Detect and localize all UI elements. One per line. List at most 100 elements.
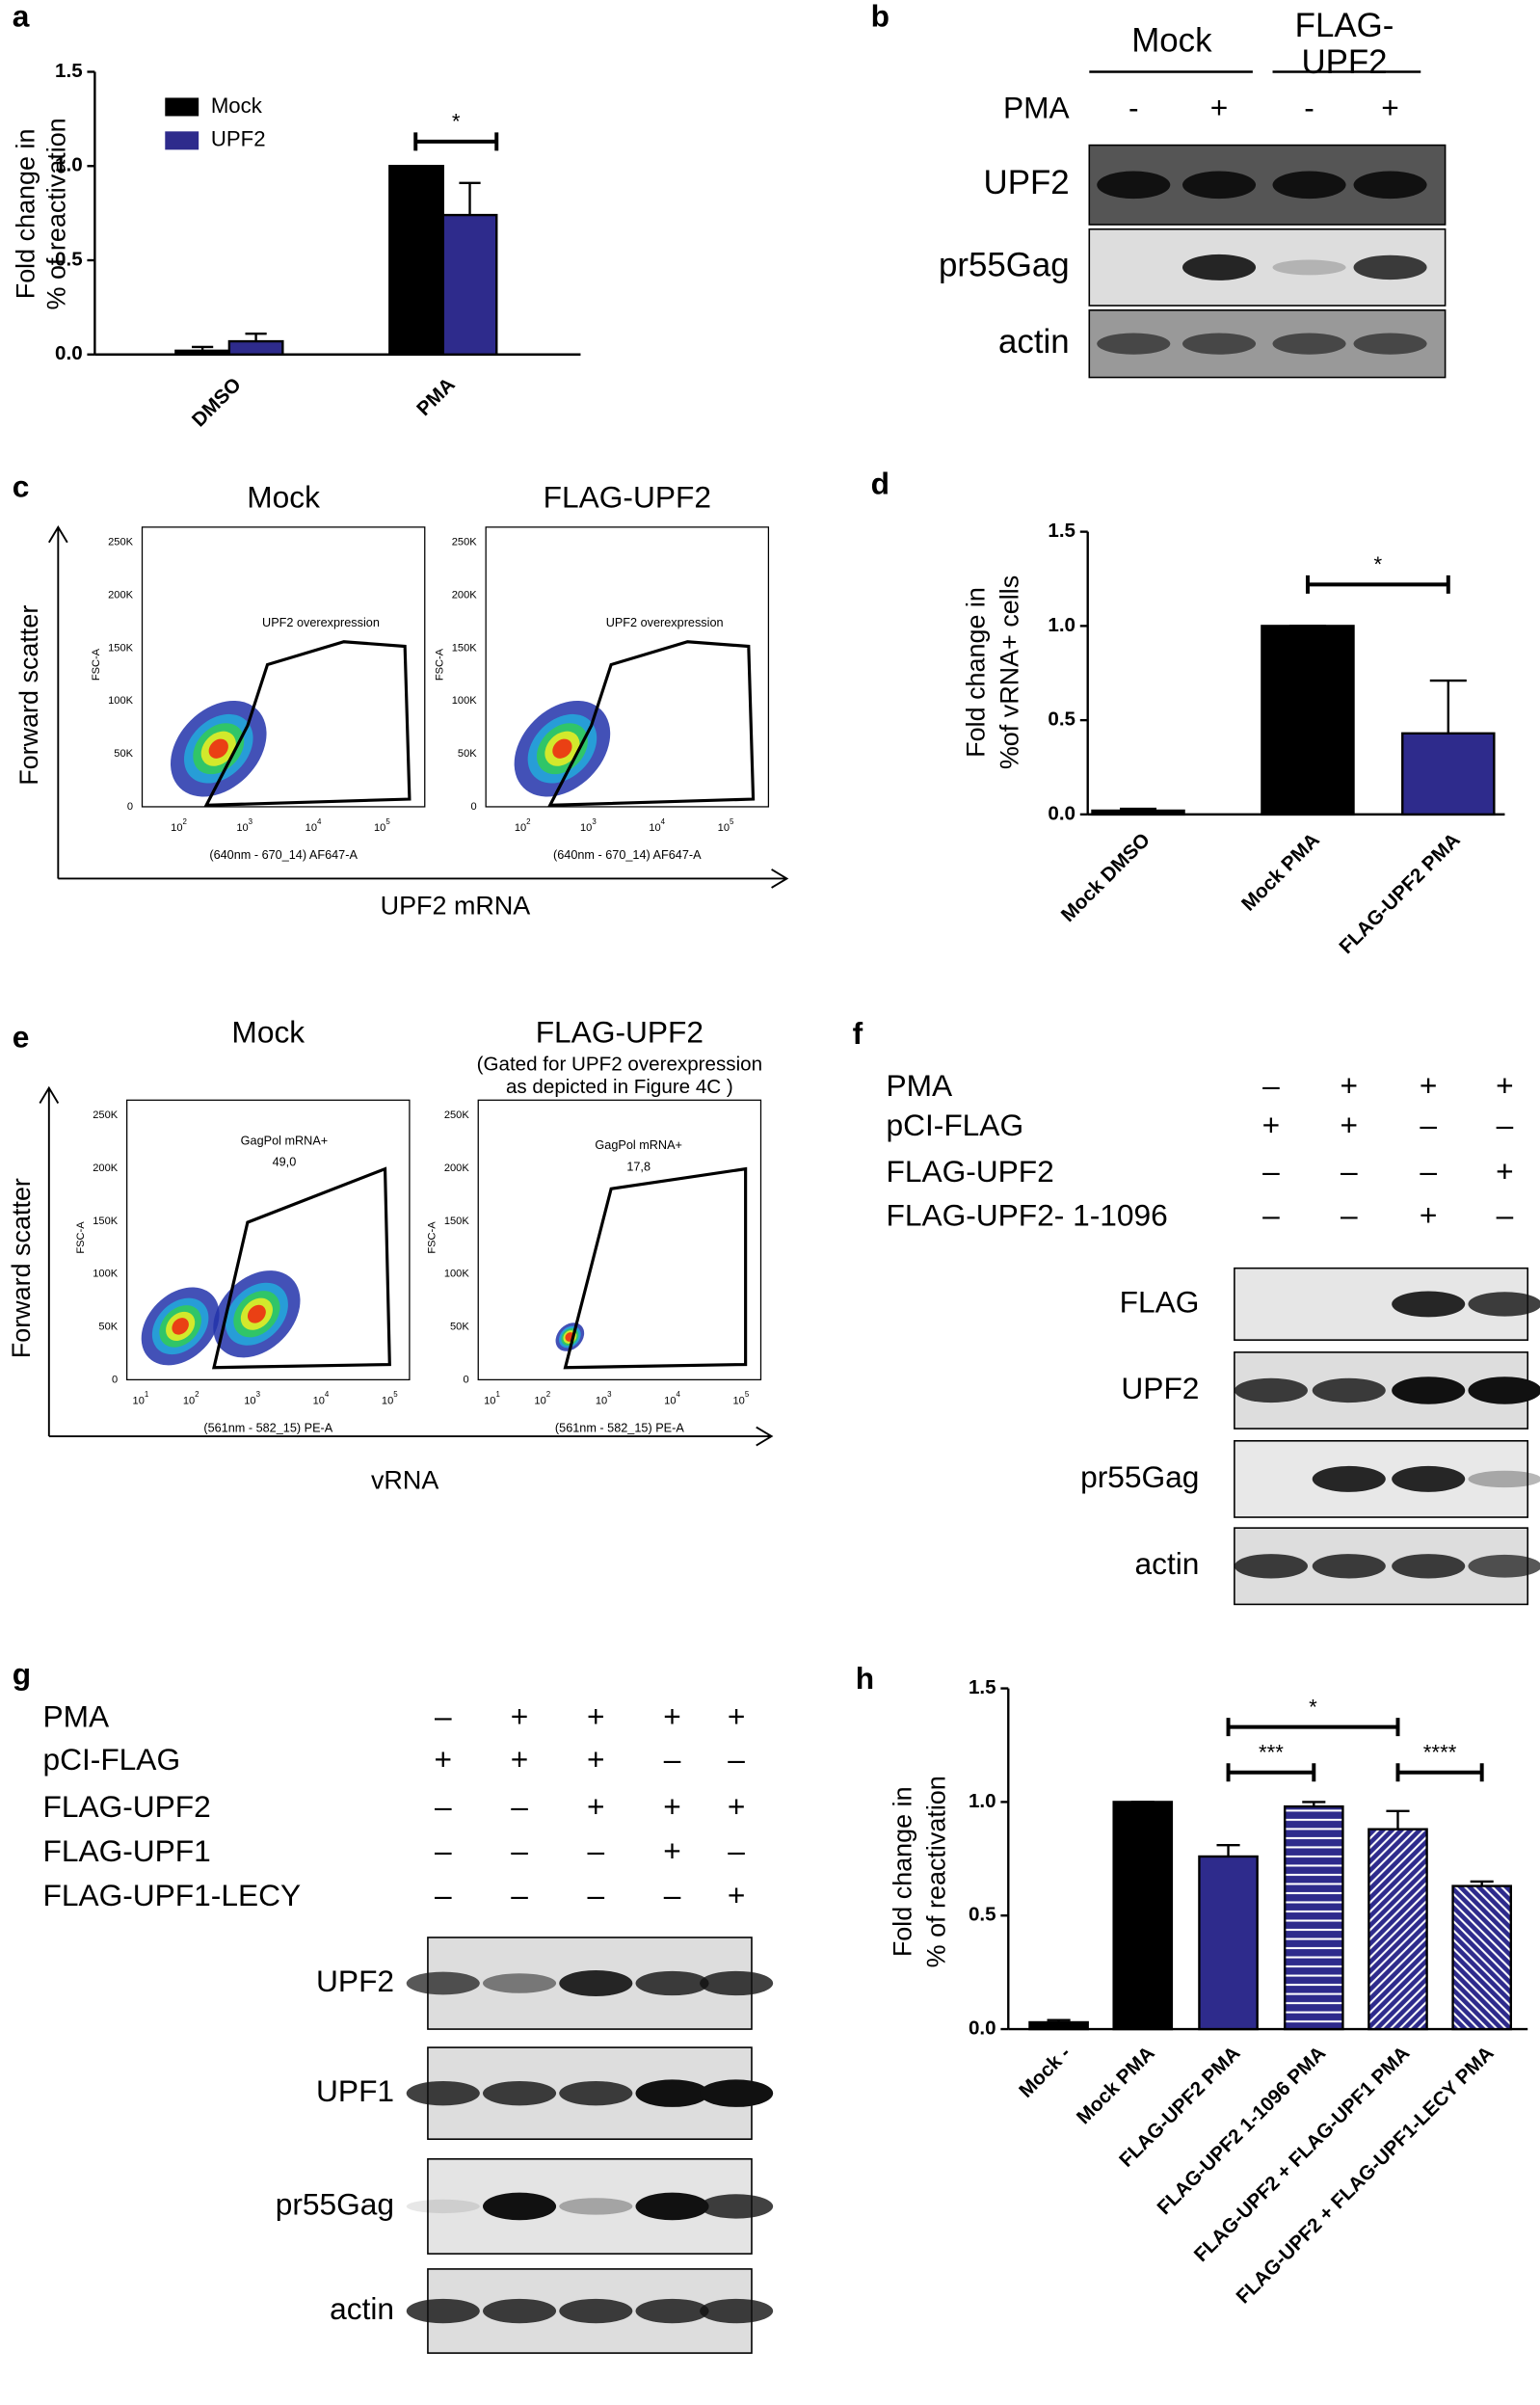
condition-label: FLAG-UPF2 bbox=[886, 1154, 1053, 1189]
condition-sign: – bbox=[1497, 1198, 1514, 1233]
x-tick-base: 10 bbox=[534, 1395, 545, 1406]
plot-note: (Gated for UPF2 overexpression bbox=[477, 1053, 762, 1075]
x-axis-label: UPF2 mRNA bbox=[381, 892, 531, 921]
condition-sign: – bbox=[664, 1878, 681, 1912]
y-tick-label: 0 bbox=[112, 1374, 118, 1385]
condition-label: FLAG-UPF2- 1-1096 bbox=[886, 1198, 1167, 1233]
condition-sign: + bbox=[728, 1789, 746, 1824]
blot-band bbox=[1272, 259, 1346, 276]
group-label: FLAG- bbox=[1295, 7, 1394, 44]
condition-sign: – bbox=[1341, 1198, 1358, 1233]
y-tick-label: 0.5 bbox=[55, 248, 83, 270]
y-tick-label: 50K bbox=[450, 1321, 469, 1332]
density-region bbox=[208, 738, 228, 759]
error-bar bbox=[192, 345, 214, 351]
x-axis-label: vRNA bbox=[371, 1466, 438, 1495]
panel-label: c bbox=[13, 469, 30, 504]
x-tick-label: 102 bbox=[171, 817, 187, 834]
y-label: FSC-A bbox=[427, 1221, 438, 1254]
blot-band bbox=[635, 1970, 709, 1996]
x-label: (561nm - 582_15) PE-A bbox=[555, 1421, 684, 1434]
x-tick-base: 10 bbox=[382, 1395, 393, 1406]
x-tick-label: 103 bbox=[244, 1390, 260, 1406]
y-tick-label: 1.5 bbox=[969, 1676, 996, 1698]
x-tick-exp: 3 bbox=[607, 1390, 612, 1399]
x-tick-base: 10 bbox=[171, 822, 182, 834]
density-region bbox=[172, 1318, 189, 1335]
condition-sign: – bbox=[511, 1789, 528, 1824]
y-tick-label: 250K bbox=[93, 1109, 118, 1121]
x-tick-base: 10 bbox=[236, 822, 248, 834]
y-tick-label: 0.0 bbox=[55, 342, 83, 364]
blot-band bbox=[406, 1971, 480, 1995]
bar bbox=[227, 339, 284, 356]
x-tick-label: 101 bbox=[133, 1390, 149, 1406]
x-tick-label: 105 bbox=[718, 817, 734, 834]
y-tick-label: 0.0 bbox=[1048, 802, 1075, 824]
y-tick-label: 150K bbox=[108, 642, 133, 654]
y-axis-label: Fold change in bbox=[962, 587, 991, 758]
x-tick-base: 10 bbox=[733, 1395, 745, 1406]
x-tick-exp: 2 bbox=[195, 1390, 199, 1399]
condition-sign: + bbox=[1341, 1108, 1359, 1142]
y-label: FSC-A bbox=[91, 648, 102, 681]
gate bbox=[547, 640, 756, 808]
plot-title: FLAG-UPF2 bbox=[544, 480, 711, 515]
y-tick-label: 1.5 bbox=[1048, 520, 1075, 542]
condition-label: PMA bbox=[1003, 91, 1071, 125]
condition-sign: + bbox=[1496, 1154, 1514, 1189]
band-label: UPF1 bbox=[316, 2073, 394, 2108]
condition-sign: + bbox=[587, 1699, 605, 1734]
bar bbox=[441, 213, 498, 356]
y-axis-label: Forward scatter bbox=[14, 605, 43, 786]
x-tick-exp: 4 bbox=[661, 817, 666, 826]
plot-frame bbox=[485, 526, 770, 808]
significance-bracket bbox=[1226, 1718, 1400, 1737]
error-bar bbox=[1429, 679, 1467, 734]
blot-band bbox=[1392, 1554, 1466, 1579]
condition-sign: - bbox=[1128, 91, 1139, 125]
y-tick-label: 200K bbox=[108, 589, 133, 601]
significance-label: * bbox=[452, 110, 461, 134]
x-tick-exp: 5 bbox=[385, 817, 390, 826]
blot-band bbox=[1312, 1377, 1386, 1403]
y-tick-label: 200K bbox=[452, 589, 477, 601]
y-tick-label: 250K bbox=[444, 1109, 469, 1121]
gate-label: UPF2 overexpression bbox=[606, 616, 724, 629]
condition-sign: – bbox=[1262, 1154, 1280, 1189]
x-tick-exp: 4 bbox=[317, 817, 322, 826]
y-label: FSC-A bbox=[75, 1221, 87, 1254]
panel-label: d bbox=[871, 466, 889, 500]
gate-value: 49,0 bbox=[273, 1156, 297, 1169]
error-bar bbox=[1302, 1801, 1326, 1807]
significance-label: *** bbox=[1259, 1741, 1284, 1765]
condition-label: PMA bbox=[42, 1699, 110, 1734]
blot-band bbox=[1182, 171, 1257, 200]
y-axis-label: %of vRNA+ cells bbox=[996, 575, 1024, 769]
plot-title: Mock bbox=[231, 1015, 305, 1050]
panel-label: e bbox=[13, 1019, 30, 1054]
blot-band bbox=[482, 2080, 557, 2106]
y-tick-label: 0.0 bbox=[969, 2017, 996, 2039]
plot-frame bbox=[141, 526, 426, 808]
y-axis-label: Fold change in bbox=[12, 129, 40, 300]
group-label: UPF2 bbox=[1301, 43, 1387, 81]
y-axis-label: Forward scatter bbox=[7, 1178, 36, 1358]
x-tick-label: 101 bbox=[484, 1390, 500, 1406]
blot-band bbox=[700, 2079, 774, 2107]
blot-band bbox=[635, 2079, 709, 2107]
blot-band bbox=[1272, 171, 1346, 200]
y-tick-label: 1.5 bbox=[55, 60, 83, 82]
y-tick-label: 1.0 bbox=[1048, 614, 1075, 636]
condition-sign: – bbox=[1420, 1108, 1437, 1142]
blot-band bbox=[1468, 1470, 1540, 1488]
gate-label: GagPol mRNA+ bbox=[241, 1134, 329, 1147]
legend-swatch bbox=[165, 97, 199, 117]
condition-label: FLAG-UPF1 bbox=[42, 1833, 210, 1868]
condition-sign: + bbox=[728, 1699, 746, 1734]
condition-sign: + bbox=[663, 1833, 681, 1868]
condition-label: FLAG-UPF1-LECY bbox=[42, 1878, 301, 1912]
condition-sign: + bbox=[587, 1789, 605, 1824]
x-tick-label: 104 bbox=[313, 1390, 330, 1406]
condition-sign: – bbox=[1497, 1108, 1514, 1142]
